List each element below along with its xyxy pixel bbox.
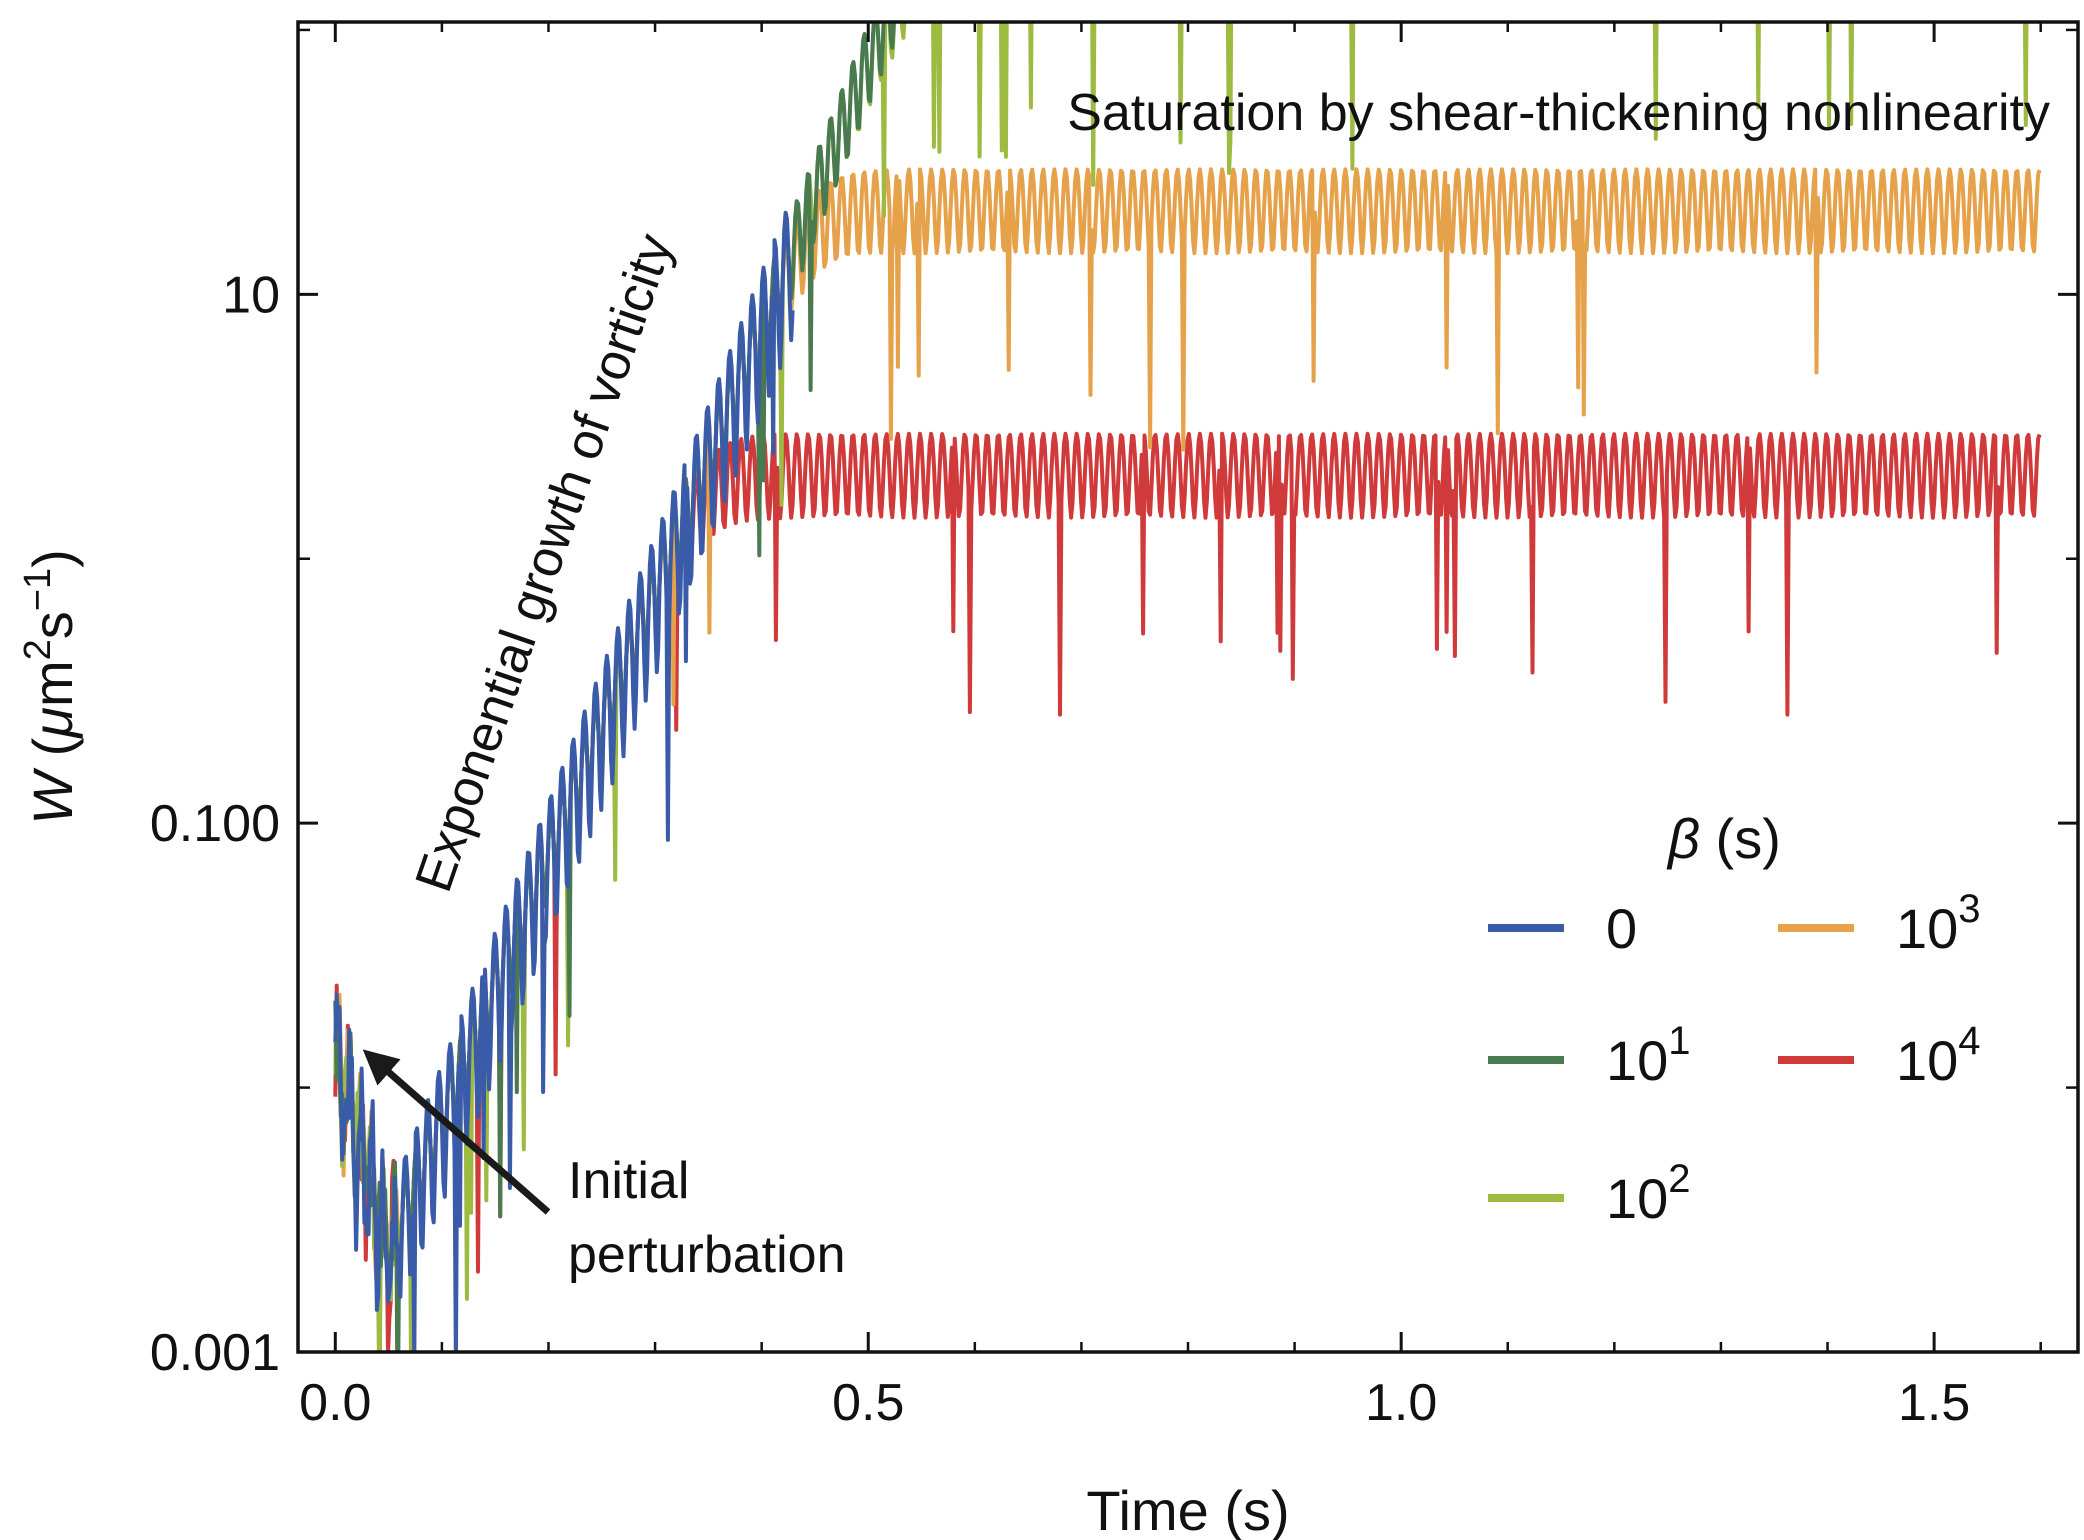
legend-label-b3: 103 xyxy=(1896,887,1981,960)
legend-label-base: 10 xyxy=(1606,1167,1668,1230)
saturation-annotation: Saturation by shear-thickening nonlinear… xyxy=(1067,84,2050,142)
y-axis-exp-neg1: −1 xyxy=(17,568,59,611)
initial-perturbation-arrow xyxy=(362,1049,551,1215)
y-tick-label: 0.100 xyxy=(150,795,280,853)
x-axis-title: Time (s) xyxy=(1086,1479,1289,1540)
legend-label-exp: 4 xyxy=(1958,1019,1980,1063)
initial-perturbation-line2: perturbation xyxy=(568,1226,846,1284)
initial-perturbation-line1: Initial xyxy=(568,1152,689,1210)
legend-title-symbol: β xyxy=(1666,807,1700,870)
series-layer xyxy=(333,22,2042,1352)
y-axis-unit-m: m xyxy=(21,660,84,707)
y-axis-exp2: 2 xyxy=(17,639,59,660)
legend-label-exp: 2 xyxy=(1668,1157,1690,1201)
x-tick-label: 1.5 xyxy=(1898,1374,1970,1432)
y-axis-unit-s: s xyxy=(21,611,84,639)
exponential-annotation: Exponential growth of vorticity xyxy=(405,227,685,899)
y-tick-label: 0.001 xyxy=(150,1324,280,1382)
legend-label-b0: 0 xyxy=(1606,897,1637,960)
initial-perturbation-annotation: Initial perturbation xyxy=(568,1152,846,1284)
y-axis-title: W (μm2s−1) xyxy=(17,549,84,825)
legend-label-base: 10 xyxy=(1606,1029,1668,1092)
legend-label-exp: 3 xyxy=(1958,887,1980,931)
y-axis-symbol: W xyxy=(21,767,84,825)
y-axis-unit-open: ( xyxy=(21,737,84,772)
legend-label-b2: 102 xyxy=(1606,1157,1691,1230)
legend-title-unit: (s) xyxy=(1700,807,1781,870)
legend-title: β (s) xyxy=(1666,807,1781,870)
series-line-b4 xyxy=(333,431,2042,1352)
x-tick-label: 0.0 xyxy=(299,1374,371,1432)
series-line-b0 xyxy=(333,210,795,1352)
y-axis-mu: μ xyxy=(21,707,84,740)
x-tick-label: 0.5 xyxy=(832,1374,904,1432)
y-tick-label: 10 xyxy=(222,266,280,324)
legend-label-b1: 101 xyxy=(1606,1019,1691,1092)
legend-label-exp: 1 xyxy=(1668,1019,1690,1063)
legend-label-base: 10 xyxy=(1896,897,1958,960)
legend-label-b4: 104 xyxy=(1896,1019,1981,1092)
y-axis-unit-close: ) xyxy=(21,549,84,568)
legend-label-base: 10 xyxy=(1896,1029,1958,1092)
legend-label-base: 0 xyxy=(1606,897,1637,960)
x-tick-label: 1.0 xyxy=(1365,1374,1437,1432)
